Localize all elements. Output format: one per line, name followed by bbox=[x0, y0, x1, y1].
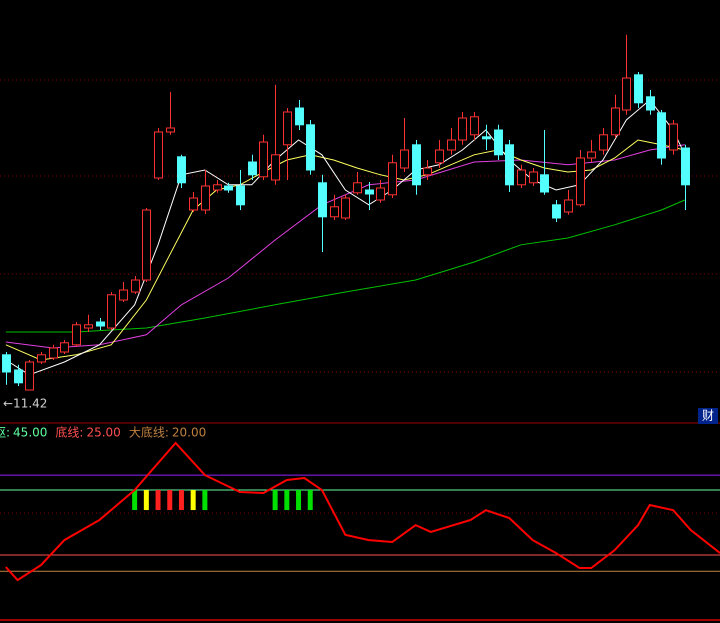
candle-body bbox=[646, 96, 655, 111]
candle-body bbox=[458, 117, 467, 141]
candle-body bbox=[353, 182, 362, 194]
candle-body bbox=[540, 174, 549, 193]
badge-box[interactable] bbox=[698, 408, 718, 424]
candle-body bbox=[107, 294, 116, 329]
candle-body bbox=[622, 77, 631, 111]
level-label: 45.00 bbox=[13, 426, 47, 440]
signal-bar bbox=[132, 490, 138, 511]
candle-body bbox=[213, 184, 222, 191]
candle-body bbox=[236, 185, 245, 206]
candle-body bbox=[365, 189, 374, 195]
candle-body bbox=[131, 279, 140, 293]
candle-body bbox=[505, 144, 514, 186]
candle-body bbox=[423, 167, 432, 176]
signal-bar bbox=[178, 490, 184, 511]
candle-body bbox=[259, 141, 268, 178]
candle-body bbox=[295, 107, 304, 126]
candle-body bbox=[470, 116, 479, 136]
candle-body bbox=[529, 171, 538, 184]
badge[interactable]: 财 bbox=[702, 409, 714, 423]
candle-body bbox=[271, 154, 280, 181]
candle-body bbox=[576, 157, 585, 206]
candle-body bbox=[318, 182, 327, 218]
candle-body bbox=[599, 134, 608, 151]
candle-body bbox=[283, 111, 292, 146]
signal-bar bbox=[202, 490, 208, 511]
candle-body bbox=[2, 354, 11, 373]
candle-body bbox=[552, 204, 561, 219]
candle-body bbox=[447, 139, 456, 151]
candle-body bbox=[166, 127, 175, 133]
candle-body bbox=[119, 289, 128, 301]
signal-bar bbox=[307, 490, 313, 511]
candle-body bbox=[189, 197, 198, 211]
signal-bar bbox=[272, 490, 278, 511]
candle-body bbox=[96, 321, 105, 327]
candle-body bbox=[435, 149, 444, 164]
level-label: 20.00 bbox=[172, 426, 206, 440]
candle-body bbox=[494, 129, 503, 156]
candle-body bbox=[25, 361, 34, 391]
candle-body bbox=[388, 162, 397, 196]
signal-bar bbox=[190, 490, 196, 511]
candle-body bbox=[400, 149, 409, 169]
candle-body bbox=[201, 185, 210, 211]
candle-body bbox=[611, 107, 620, 136]
candle-body bbox=[341, 197, 350, 219]
candle-body bbox=[60, 342, 69, 353]
candle-body bbox=[72, 324, 81, 346]
candle-body bbox=[330, 206, 339, 218]
candle-body bbox=[634, 74, 643, 104]
candle-body bbox=[84, 324, 93, 329]
candle-body bbox=[177, 156, 186, 184]
signal-bar bbox=[284, 490, 290, 511]
level-name: 底线: bbox=[55, 425, 83, 440]
signal-bar bbox=[155, 490, 161, 511]
candle-body bbox=[376, 187, 385, 201]
level-name: 枢: bbox=[0, 425, 10, 440]
indicator-line bbox=[5, 441, 720, 582]
candle-body bbox=[154, 131, 163, 179]
candle-body bbox=[224, 185, 233, 191]
moving-average bbox=[5, 199, 686, 333]
candle-body bbox=[37, 354, 46, 363]
level-name: 大底线: bbox=[129, 425, 169, 440]
level-label: 25.00 bbox=[86, 426, 120, 440]
candle-body bbox=[669, 123, 678, 151]
candle-body bbox=[657, 112, 666, 159]
candle-body bbox=[248, 161, 257, 176]
candle-body bbox=[681, 147, 690, 186]
candle-body bbox=[412, 144, 421, 186]
signal-bar bbox=[167, 490, 173, 511]
candle-body bbox=[49, 347, 58, 359]
candle-body bbox=[142, 209, 151, 281]
candle-body bbox=[587, 151, 596, 159]
signal-bar bbox=[143, 490, 149, 511]
low-label: ←11.42 bbox=[3, 397, 47, 411]
candle-body bbox=[14, 369, 23, 384]
candle-body bbox=[517, 169, 526, 186]
grid bbox=[0, 79, 720, 514]
candle-body bbox=[306, 124, 315, 171]
signal-bar bbox=[296, 490, 302, 511]
candle-body bbox=[482, 136, 491, 140]
candle-body bbox=[564, 199, 573, 213]
